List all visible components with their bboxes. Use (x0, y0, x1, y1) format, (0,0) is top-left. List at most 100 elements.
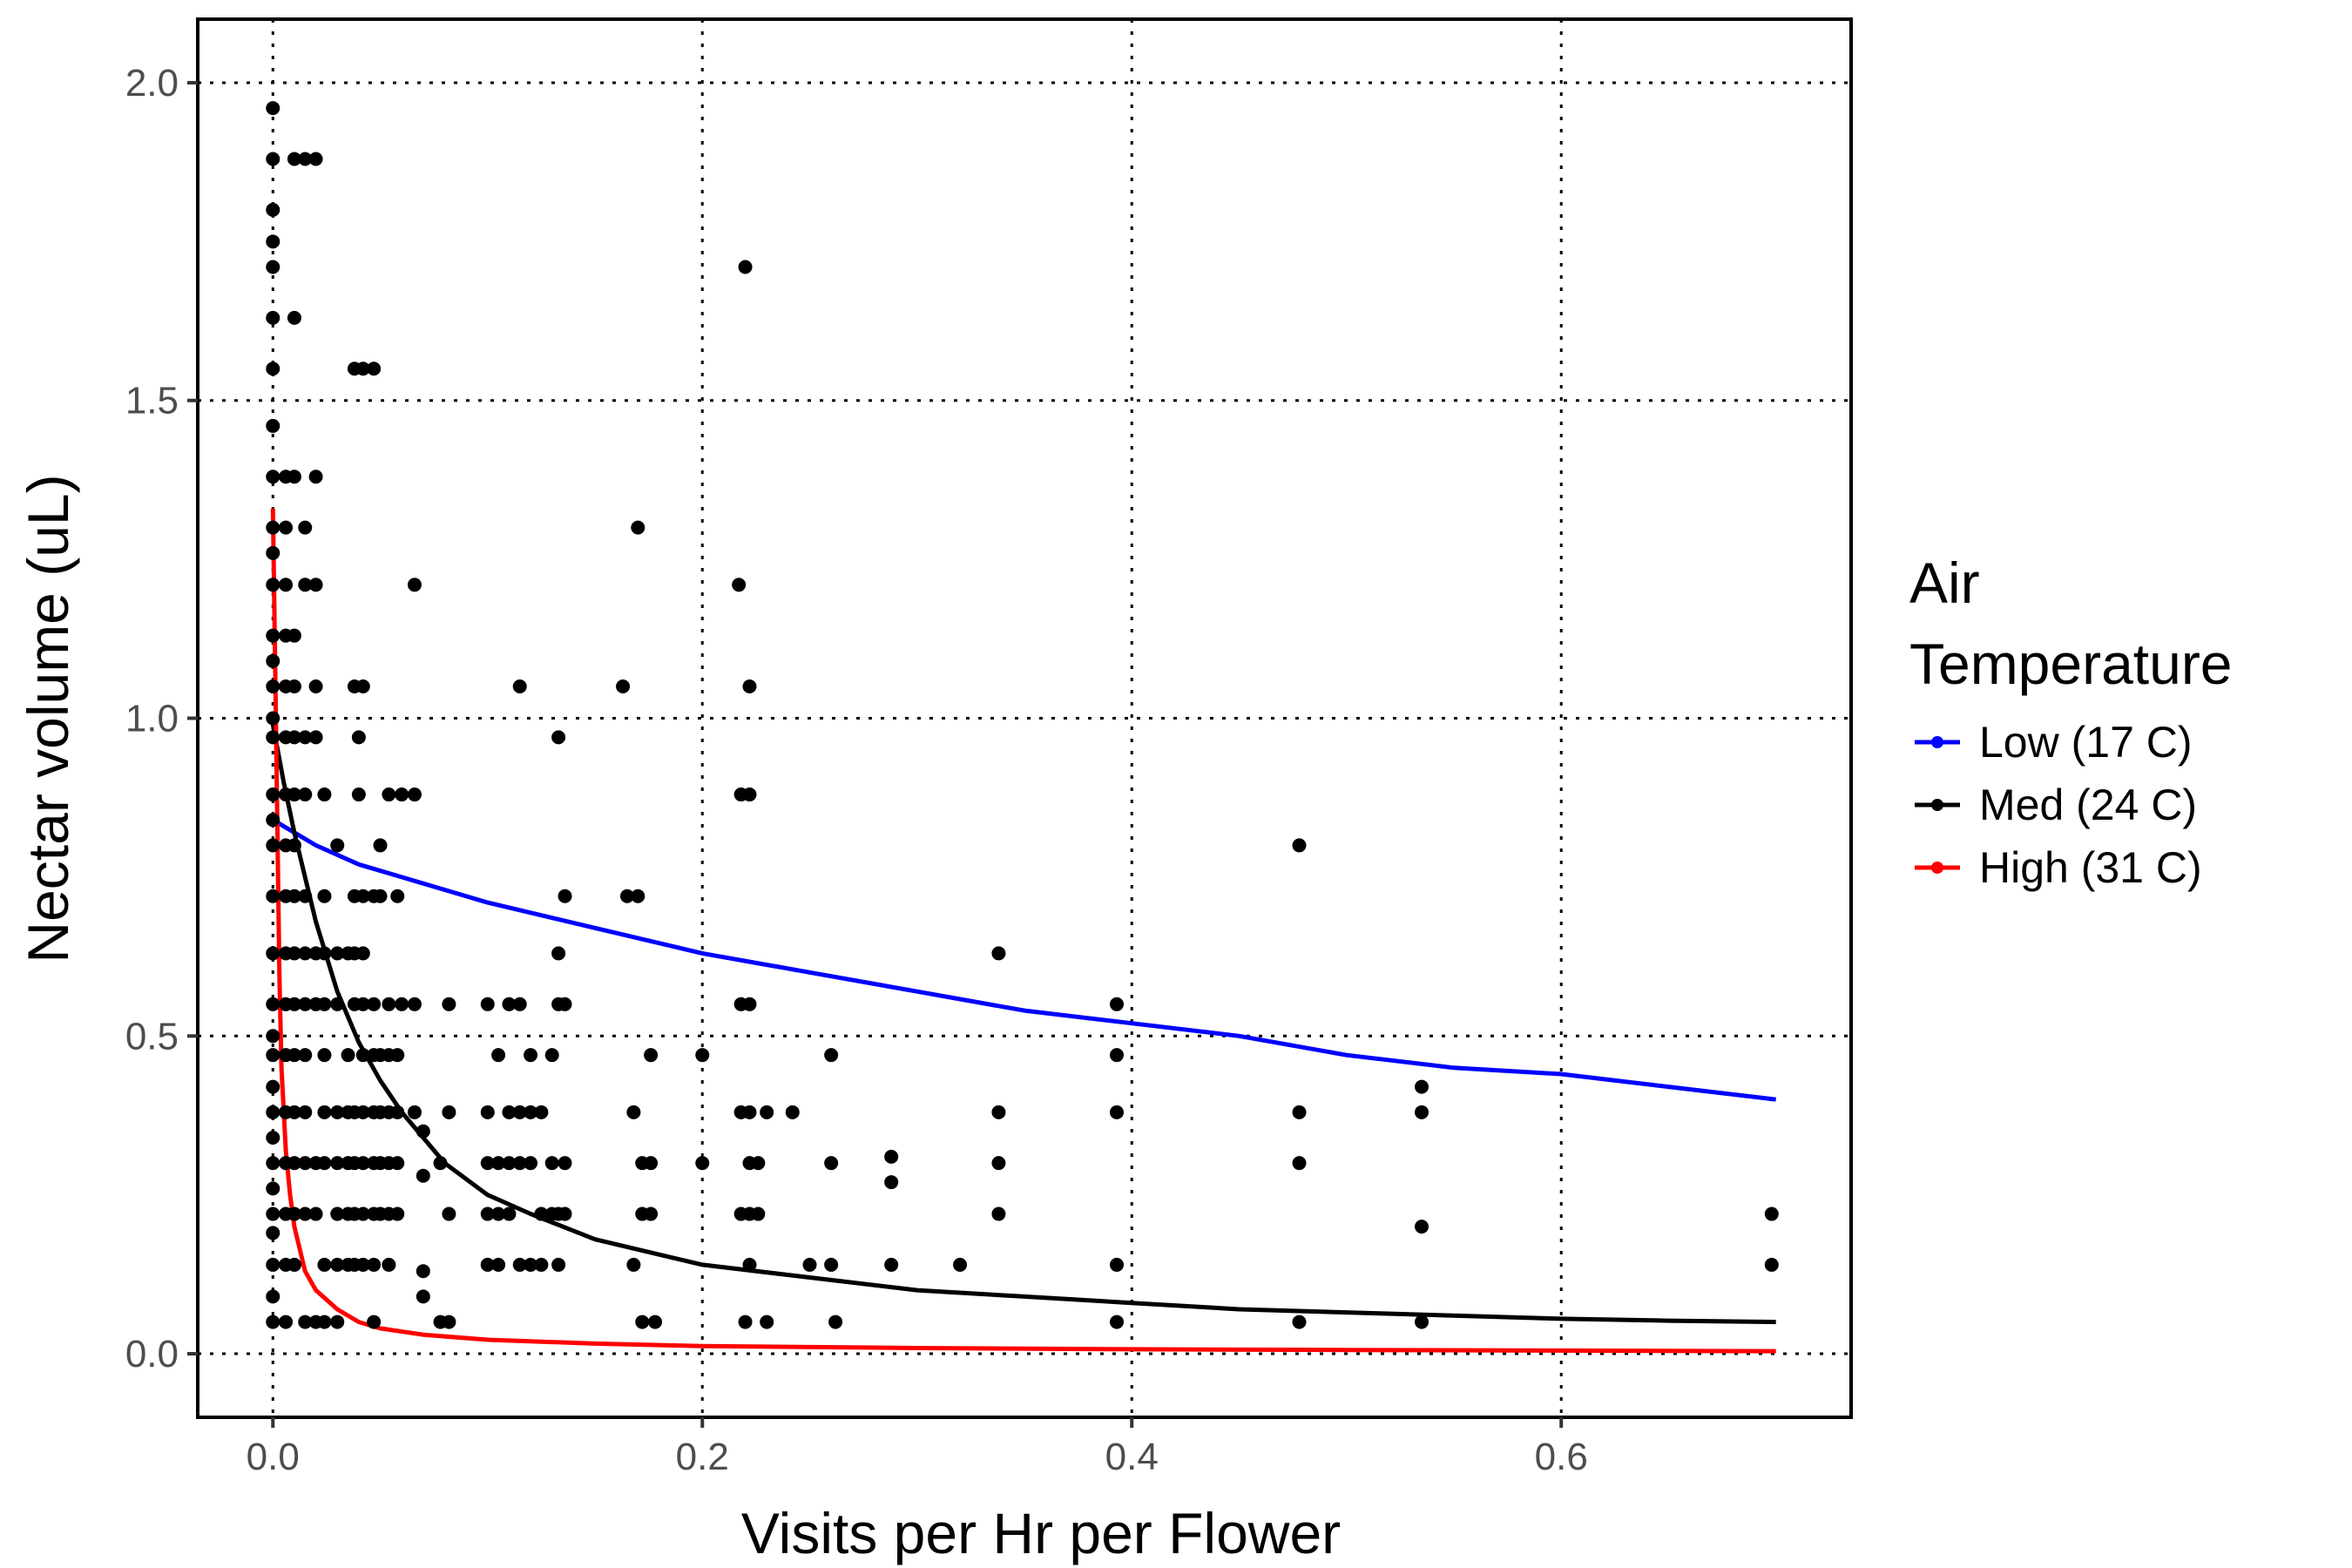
data-point-189 (502, 1156, 517, 1171)
legend: Air Temperature Low (17 C) Med (24 C) High… (1909, 551, 2233, 892)
data-point-9 (266, 520, 280, 535)
fit-lines (270, 508, 1776, 1354)
data-point-175 (442, 1105, 456, 1119)
y-tick-label-4: 2.0 (125, 62, 179, 105)
data-point-265 (1109, 1257, 1124, 1272)
data-point-192 (512, 997, 527, 1011)
data-point-82 (308, 679, 323, 694)
data-point-24 (266, 1048, 280, 1063)
data-point-4 (266, 260, 280, 274)
data-point-107 (330, 1315, 345, 1329)
data-point-190 (502, 1206, 517, 1221)
data-point-172 (433, 1156, 448, 1171)
data-point-194 (512, 1156, 527, 1171)
data-point-51 (279, 1315, 294, 1329)
data-point-184 (491, 1156, 506, 1171)
legend-title-line-2: Temperature (1909, 632, 2233, 696)
data-point-251 (824, 1156, 839, 1171)
data-point-160 (390, 1156, 405, 1171)
data-point-2 (266, 202, 280, 217)
data-point-256 (884, 1257, 899, 1272)
data-point-96 (317, 1257, 332, 1272)
data-point-252 (824, 1257, 839, 1272)
data-point-196 (524, 1048, 538, 1063)
series-line-2 (270, 508, 1776, 1354)
y-tick-label-0: 0.0 (125, 1333, 179, 1375)
data-point-191 (512, 679, 527, 694)
data-point-130 (355, 1048, 370, 1063)
data-point-83 (308, 730, 323, 745)
data-point-186 (491, 1257, 506, 1272)
data-point-226 (644, 1206, 659, 1221)
y-axis-title: Nectar volume (uL) (16, 474, 80, 963)
data-point-260 (991, 1156, 1006, 1171)
data-point-97 (317, 1315, 332, 1329)
data-point-137 (367, 997, 382, 1011)
data-point-163 (395, 997, 409, 1011)
data-point-98 (287, 310, 301, 325)
data-point-178 (480, 997, 495, 1011)
data-point-124 (351, 787, 366, 802)
data-point-6 (266, 362, 280, 376)
data-point-203 (544, 1048, 559, 1063)
y-tick-label-2: 1.0 (125, 698, 179, 740)
data-point-73 (298, 997, 313, 1011)
data-point-63 (287, 1156, 301, 1171)
data-point-103 (330, 1105, 345, 1119)
data-point-101 (330, 946, 345, 961)
data-point-1 (266, 152, 280, 166)
data-point-177 (442, 1315, 456, 1329)
data-point-262 (1109, 997, 1124, 1011)
data-point-93 (317, 1048, 332, 1063)
data-point-94 (317, 1105, 332, 1119)
data-point-57 (287, 787, 301, 802)
data-point-3 (266, 234, 280, 249)
data-point-239 (742, 997, 757, 1011)
data-point-123 (351, 730, 366, 745)
data-point-201 (534, 1206, 549, 1221)
data-point-272 (1415, 1105, 1429, 1119)
data-point-109 (341, 1048, 355, 1063)
x-axis-title: Visits per Hr per Flower (741, 1501, 1341, 1565)
data-point-249 (802, 1257, 817, 1272)
data-point-167 (407, 1105, 422, 1119)
data-point-257 (953, 1257, 968, 1272)
data-point-151 (382, 997, 396, 1011)
data-point-181 (480, 1206, 495, 1221)
data-point-174 (442, 997, 456, 1011)
data-point-227 (648, 1315, 663, 1329)
data-point-225 (644, 1156, 659, 1171)
data-point-204 (544, 1156, 559, 1171)
data-point-230 (732, 578, 747, 592)
data-point-171 (416, 1289, 430, 1304)
data-point-236 (738, 1315, 753, 1329)
data-point-270 (1292, 1315, 1307, 1329)
data-point-54 (287, 628, 301, 643)
data-point-273 (1415, 1220, 1429, 1234)
data-point-224 (644, 1048, 659, 1063)
data-point-253 (828, 1315, 843, 1329)
data-point-259 (991, 1105, 1006, 1119)
data-point-218 (626, 1105, 641, 1119)
data-point-157 (390, 889, 405, 903)
data-point-170 (416, 1264, 430, 1279)
data-point-143 (367, 1315, 382, 1329)
data-point-276 (1764, 1257, 1779, 1272)
y-tick-label-3: 1.5 (125, 380, 179, 422)
data-point-37 (279, 578, 294, 592)
data-point-243 (742, 1257, 757, 1272)
data-point-219 (626, 1257, 641, 1272)
data-point-128 (355, 946, 370, 961)
data-point-169 (416, 1168, 430, 1183)
data-point-158 (390, 1048, 405, 1063)
data-point-255 (884, 1175, 899, 1190)
data-point-213 (558, 1156, 572, 1171)
data-point-31 (266, 1226, 280, 1240)
data-point-55 (287, 679, 301, 694)
data-point-150 (382, 787, 396, 802)
data-point-21 (266, 946, 280, 961)
data-point-145 (373, 889, 388, 903)
data-point-188 (502, 1105, 517, 1119)
data-point-161 (390, 1206, 405, 1221)
